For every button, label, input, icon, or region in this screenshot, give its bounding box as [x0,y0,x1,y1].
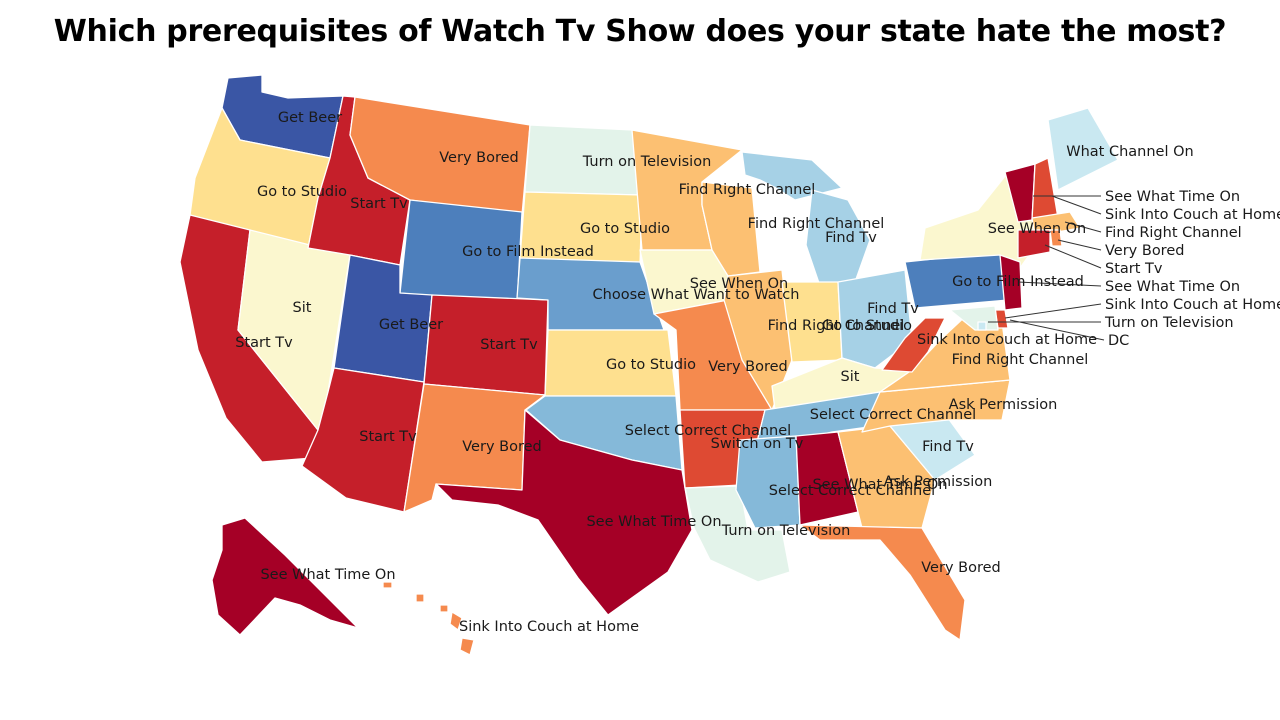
state-label-nv: Sit [293,300,312,316]
leader-line-dc [1009,319,1105,341]
state-shape-ri [1049,229,1063,247]
state-ms [735,435,801,529]
state-label-ak: See What Time On [260,567,395,583]
state-shape-fl [799,524,966,641]
state-label-nh: Sink Into Couch at Home [1105,207,1280,223]
state-label-va: Find Right Channel [952,352,1089,368]
state-wv [881,317,946,373]
state-shape-nj [999,254,1023,311]
state-label-ri: Very Bored [1105,243,1184,259]
state-label-nj: See What Time On [1105,279,1240,295]
state-shape-hi-3 [439,604,449,613]
state-mi [741,151,871,287]
state-label-ar: Switch on Tv [711,436,804,452]
state-shape-me [1047,107,1119,191]
map-title: Which prerequisites of Watch Tv Show doe… [53,14,1227,49]
state-label-tn: Select Correct Channel [810,407,976,423]
state-shape-nh [1031,157,1059,221]
state-label-wy: Go to Film Instead [462,244,594,260]
state-label-sd: Go to Studio [580,221,670,237]
state-label-ks: Go to Studio [606,357,696,373]
state-shape-wv [881,317,946,373]
state-label-id: Start Tv [350,196,408,212]
leader-line-ri [1057,239,1102,251]
state-shape-ak [211,517,359,636]
state-label-fl: Very Bored [921,560,1000,576]
state-label-md: Turn on Television [1104,315,1234,331]
state-me [1047,107,1119,191]
state-label-ga: Ask Permission [884,474,993,490]
state-label-ne: Choose What Want to Watch [593,287,800,303]
state-label-mn: Find Right Channel [679,182,816,198]
state-ct [1017,229,1051,259]
state-label-az: Start Tv [359,429,417,445]
leader-line-layer [988,195,1105,341]
state-label-mo: Very Bored [708,359,787,375]
state-label-al: See What Time On [812,477,947,493]
state-label-co: Start Tv [480,337,538,353]
state-shape-tx [435,409,693,616]
state-label-ny: See When On [988,221,1087,237]
state-shape-dc [977,321,987,331]
state-label-wa: Get Beer [278,110,342,126]
state-label-ca: Start Tv [235,335,293,351]
state-label-wv: Sink Into Couch at Home [917,332,1097,348]
state-label-il: Find Right Channel [768,318,905,334]
state-label-nc: Ask Permission [949,397,1058,413]
state-label-ky: Sit [841,369,860,385]
state-tx [435,409,693,616]
leader-line-ct [1044,244,1102,269]
state-label-mi: Find Tv [825,230,877,246]
state-label-ia: See When On [690,276,789,292]
state-label-pa: Go to Film Instead [952,274,1084,290]
state-layer [179,74,1119,656]
state-label-me: What Channel On [1066,144,1193,160]
state-nj [999,254,1023,311]
state-shape-ct [1017,229,1051,259]
leader-line-ma [1064,221,1102,233]
state-label-sc: Find Tv [922,439,974,455]
state-nh [1031,157,1059,221]
state-label-nm: Very Bored [462,439,541,455]
state-label-de: Sink Into Couch at Home [1105,297,1280,313]
state-label-wi: Find Right Channel [748,216,885,232]
state-label-ms: Select Correct Channel [769,483,935,499]
state-label-vt: See What Time On [1105,189,1240,205]
state-ak [211,517,359,636]
state-label-ut: Get Beer [379,317,443,333]
state-shape-hi-1 [382,581,393,589]
state-fl [799,524,966,641]
state-hi [382,581,475,656]
state-label-tx: See What Time On [586,514,721,530]
leader-line-nh [1051,195,1102,215]
state-label-mt: Very Bored [439,150,518,166]
state-label-oh: Find Tv [867,301,919,317]
state-label-ma: Find Right Channel [1105,225,1242,241]
leader-line-de [1004,303,1102,319]
state-dc [977,321,987,331]
state-label-hi: Sink Into Couch at Home [459,619,639,635]
state-shape-hi-5 [459,637,475,656]
state-label-ok: Select Correct Channel [625,423,791,439]
state-shape-mi-1 [741,151,843,201]
state-label-or: Go to Studio [257,184,347,200]
state-shape-ms [735,435,801,529]
state-label-in: Go to Studio [822,318,912,334]
state-label-dc: DC [1108,333,1129,349]
state-label-la: Turn on Television [721,523,851,539]
state-label-ct: Start Tv [1105,261,1163,277]
state-shape-hi-4 [449,611,463,631]
leader-line-nj [1017,281,1102,287]
state-label-nd: Turn on Television [582,154,712,170]
state-ri [1049,229,1063,247]
state-shape-hi-2 [415,593,425,603]
